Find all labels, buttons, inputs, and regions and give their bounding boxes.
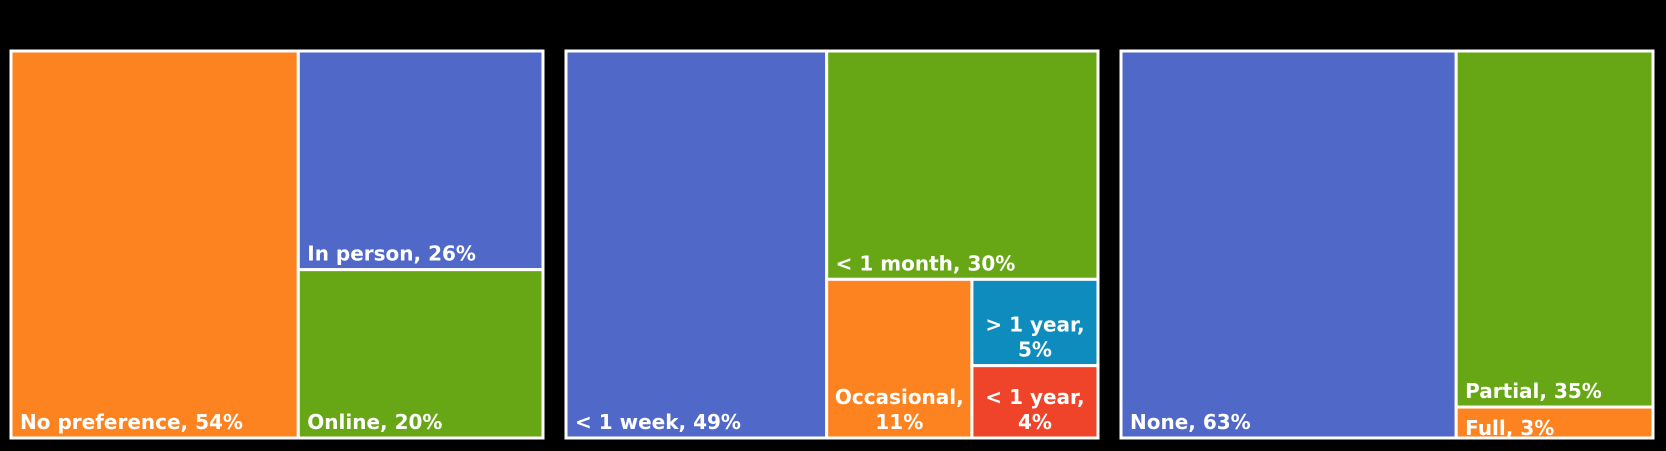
treemap-panel-2: < 1 week, 49% < 1 month, 30% Occasional, 11… [564,49,1100,440]
treemap-tile [970,364,1100,440]
treemap-tile [296,268,545,440]
treemap-tile [9,49,300,440]
treemap-tile [564,49,829,440]
tile-label: Online, 20% [307,410,442,434]
treemap-tile [1119,49,1458,440]
tile-label: < 1 year, 4% [985,385,1084,434]
treemap-tile [296,49,545,272]
tile-label: Occasional, 11% [835,385,964,434]
treemap-tile [1454,405,1655,440]
tile-label: No preference, 54% [20,410,243,434]
treemap-panel-3: None, 63% Partial, 35% Full, 3% [1119,49,1655,440]
treemap-tile [1454,49,1655,409]
tile-label: < 1 month, 30% [836,251,1016,275]
tile-label: > 1 year, 5% [985,313,1084,362]
treemap-panel-1: No preference, 54% In person, 26% Online, … [9,49,545,440]
tile-label: Full, 3% [1465,416,1554,440]
tile-label: In person, 26% [307,242,476,266]
tile-label: Partial, 35% [1465,379,1602,403]
treemap-tile [825,277,974,440]
treemap-tile [825,49,1100,281]
tile-label: None, 63% [1130,410,1251,434]
tile-label: < 1 week, 49% [575,410,741,434]
